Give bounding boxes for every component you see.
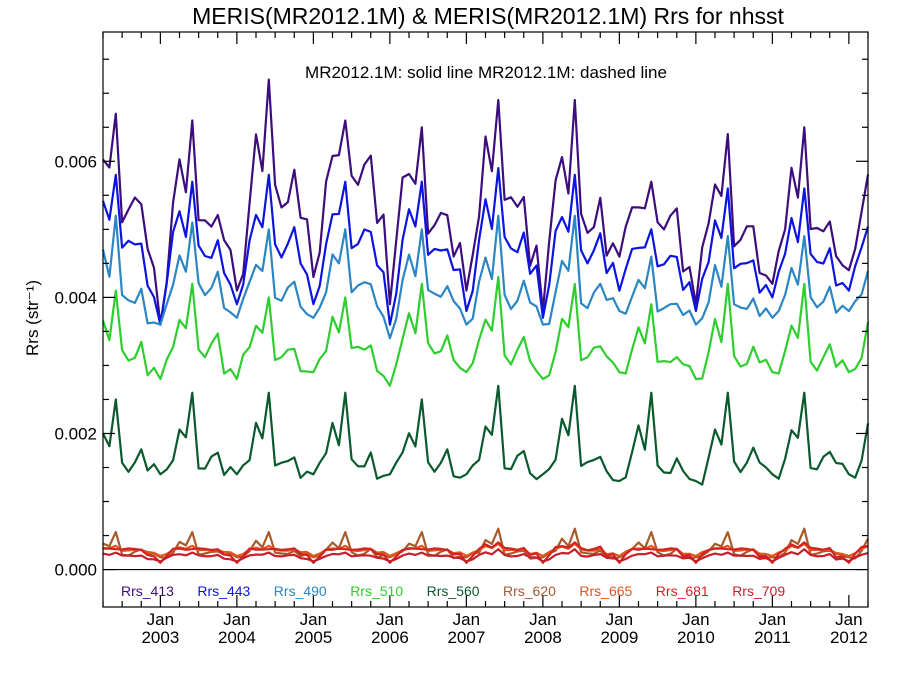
x-tick-month-label: Jan [835, 610, 862, 629]
legend-entry-rrs-681: Rrs_681 [656, 583, 709, 599]
legend-entry-rrs-413: Rrs_413 [121, 583, 174, 599]
x-tick-year-label: 2008 [524, 628, 562, 647]
y-tick-label: 0.006 [54, 152, 97, 171]
y-tick-label: 0.002 [54, 424, 97, 443]
x-axis-ticks: Jan2003Jan2004Jan2005Jan2006Jan2007Jan20… [102, 32, 869, 647]
x-tick-year-label: 2007 [447, 628, 485, 647]
legend-entry-rrs-443: Rrs_443 [197, 583, 250, 599]
series-line-rrs-443 [101, 167, 870, 326]
series-line-rrs-490 [101, 214, 870, 340]
x-tick-year-label: 2011 [754, 628, 791, 647]
y-tick-label: 0.000 [54, 561, 97, 580]
chart-title: MERIS(MR2012.1M) & MERIS(MR2012.1M) Rrs … [192, 3, 784, 29]
legend-entry-rrs-709: Rrs_709 [732, 583, 785, 599]
legend-entry-rrs-510: Rrs_510 [350, 583, 403, 599]
legend: Rrs_413 Rrs_443 Rrs_490 Rrs_510 Rrs_560 Rrs_6… [121, 583, 785, 599]
series-line-rrs-709 [102, 548, 869, 563]
x-tick-year-label: 2012 [830, 628, 868, 647]
legend-entry-rrs-490: Rrs_490 [274, 583, 327, 599]
x-tick-month-label: Jan [606, 610, 633, 629]
x-tick-month-label: Jan [376, 610, 403, 629]
y-axis-ticks: 0.000 0.002 0.004 0.006 [54, 58, 868, 580]
x-tick-month-label: Jan [759, 610, 786, 629]
legend-entry-rrs-560: Rrs_560 [427, 583, 480, 599]
series-line-rrs-560 [102, 384, 870, 486]
chart-subtitle: MR2012.1M: solid line MR2012.1M: dashed … [305, 63, 667, 82]
y-axis-label: Rrs (str⁻¹) [23, 280, 42, 356]
x-tick-month-label: Jan [682, 610, 709, 629]
y-tick-label: 0.004 [54, 288, 97, 307]
x-tick-year-label: 2003 [141, 628, 179, 647]
x-tick-year-label: 2006 [371, 628, 409, 647]
x-tick-month-label: Jan [300, 610, 327, 629]
x-tick-year-label: 2005 [294, 628, 332, 647]
legend-entry-rrs-665: Rrs_665 [579, 583, 632, 599]
series-line-rrs-665 [102, 542, 869, 558]
x-tick-year-label: 2004 [218, 628, 256, 647]
x-tick-month-label: Jan [223, 610, 250, 629]
x-tick-month-label: Jan [147, 610, 174, 629]
x-tick-year-label: 2010 [677, 628, 715, 647]
series-line-rrs-413 [102, 78, 870, 326]
series-layer [101, 78, 870, 564]
x-tick-year-label: 2009 [600, 628, 638, 647]
x-tick-month-label: Jan [453, 610, 480, 629]
series-line-rrs-681 [103, 541, 869, 564]
series-line-rrs-510 [101, 275, 870, 387]
legend-entry-rrs-620: Rrs_620 [503, 583, 556, 599]
x-tick-month-label: Jan [529, 610, 556, 629]
